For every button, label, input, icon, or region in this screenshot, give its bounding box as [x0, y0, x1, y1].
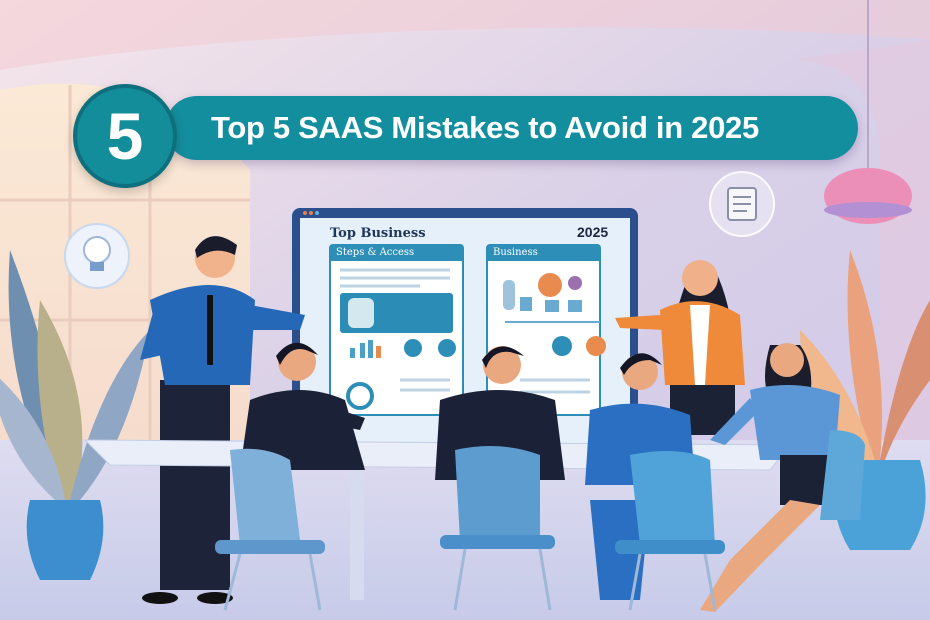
screen-year: 2025 [577, 224, 609, 240]
left-panel-heading: Steps & Access [336, 247, 415, 258]
seated-person-1 [240, 342, 365, 470]
wall-arch [790, 40, 930, 440]
right-panel-heading: Business [493, 247, 538, 258]
banner-title: Top 5 SAAS Mistakes to Avoid in 2025 [211, 110, 759, 145]
lightbulb-icon [64, 223, 130, 289]
presenter-man [140, 236, 305, 604]
screen-title: Top Business [330, 226, 426, 241]
ceiling [0, 0, 930, 70]
title-banner: Top 5 SAAS Mistakes to Avoid in 2025 [165, 96, 858, 160]
chairs [215, 430, 865, 611]
left-plant-pot [26, 500, 104, 580]
seated-person-4 [700, 343, 840, 612]
number-badge: 5 [73, 84, 177, 188]
document-icon [709, 171, 775, 237]
badge-number: 5 [106, 99, 144, 173]
left-plant [0, 250, 150, 580]
pendant-lamp-icon [824, 0, 912, 224]
